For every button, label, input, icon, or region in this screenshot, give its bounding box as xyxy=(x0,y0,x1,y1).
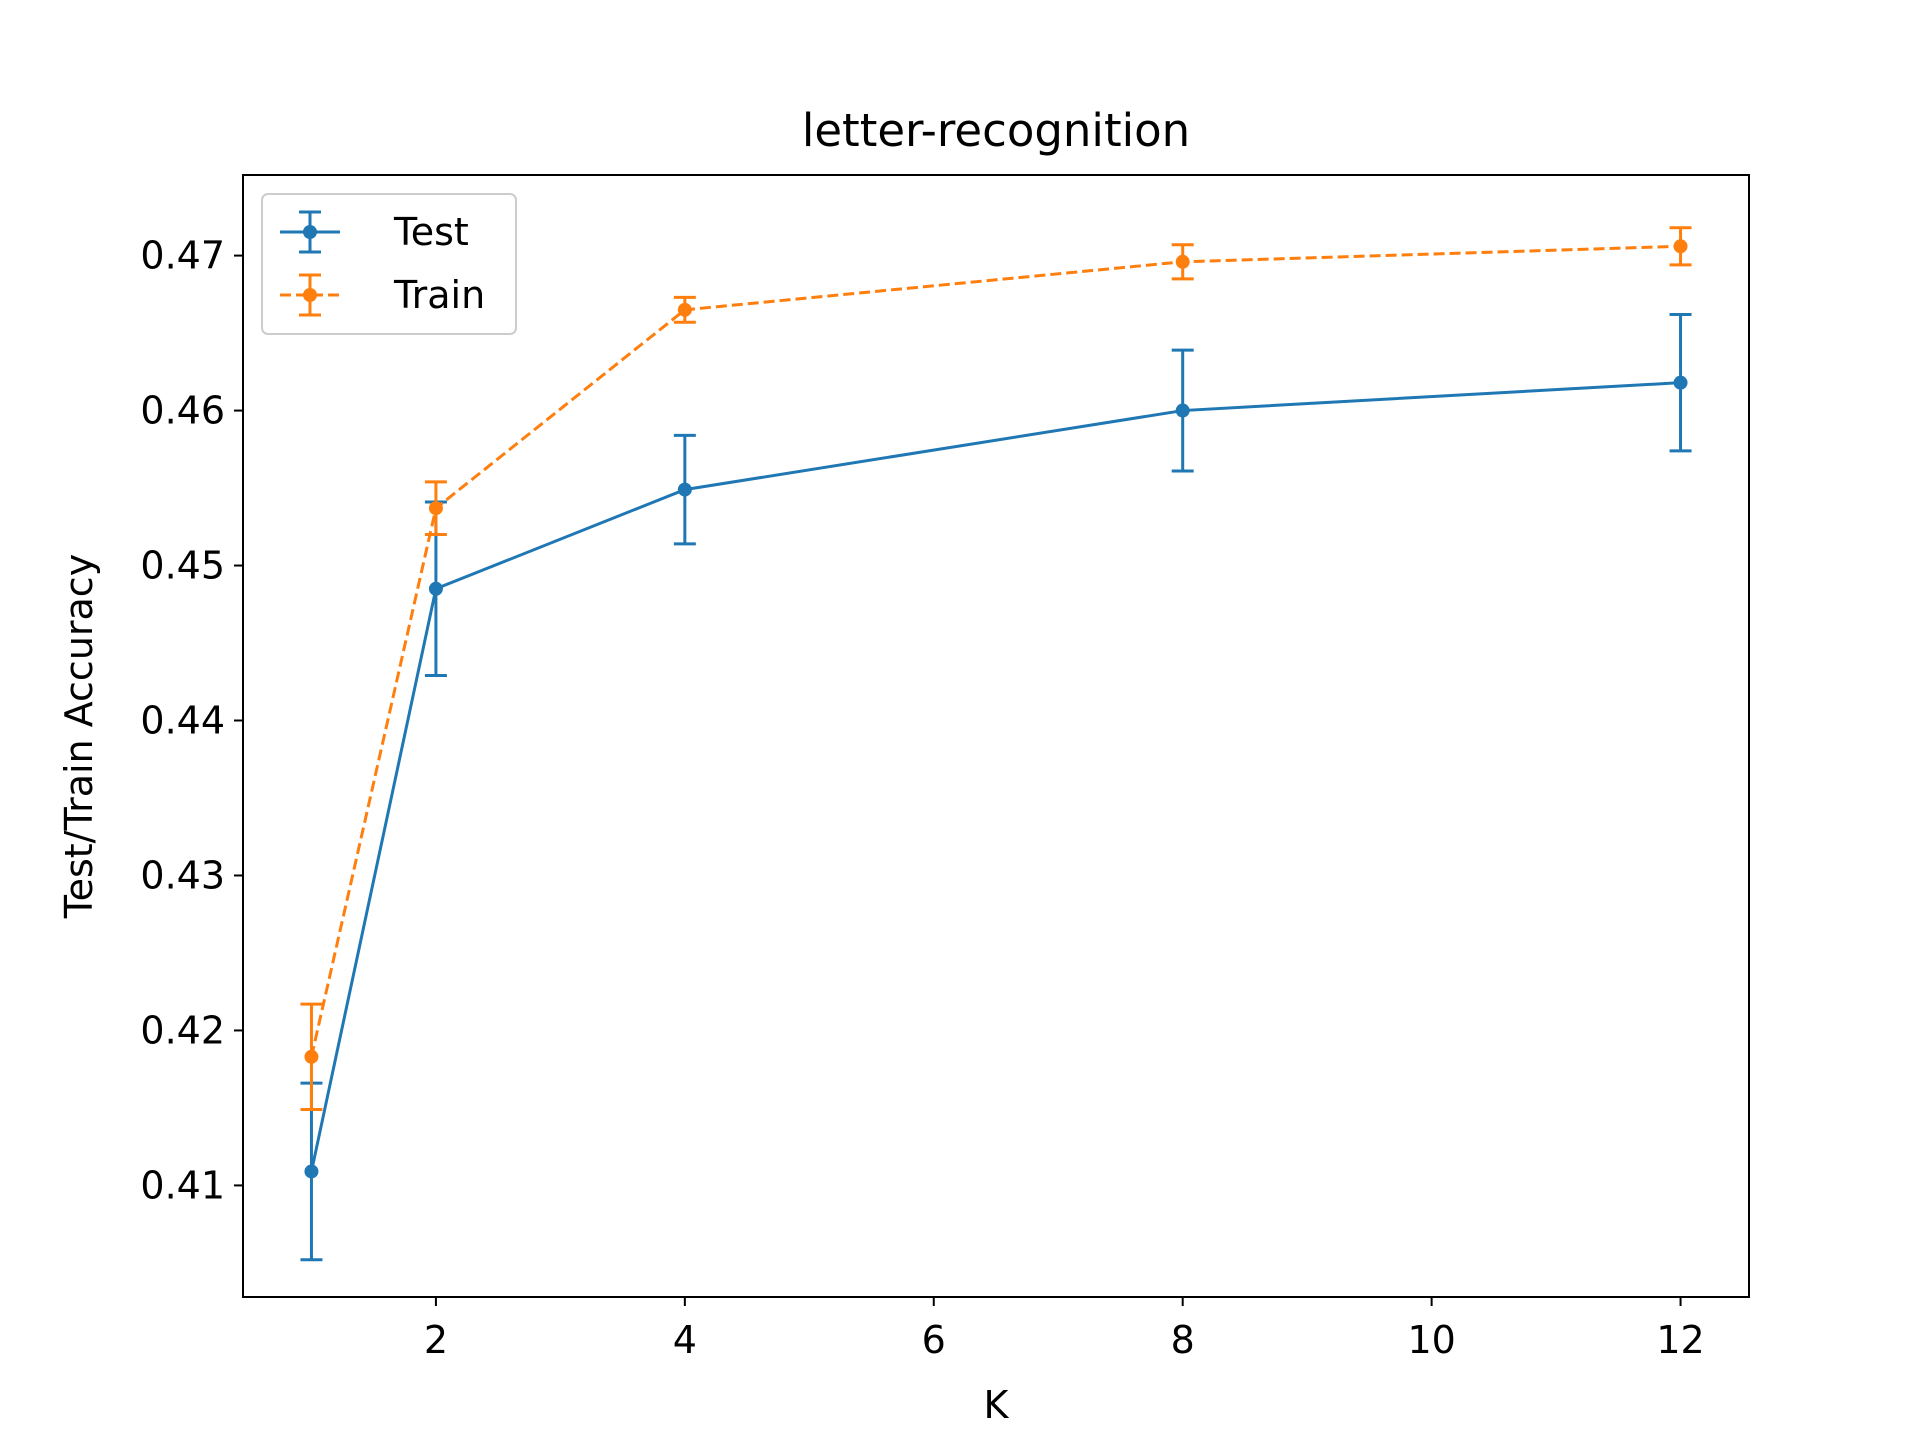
legend-marker-train xyxy=(303,288,317,302)
x-tick-label: 8 xyxy=(1171,1318,1195,1362)
legend-box xyxy=(261,193,517,335)
data-point-test xyxy=(1673,375,1688,390)
plot-area xyxy=(300,226,1692,1262)
y-tick-label: 0.47 xyxy=(140,234,225,278)
legend: Test Train xyxy=(261,193,517,335)
data-point-train xyxy=(677,302,692,317)
x-tick-label: 4 xyxy=(673,1318,697,1362)
y-tick-label: 0.46 xyxy=(140,389,225,433)
y-tick-label: 0.43 xyxy=(140,853,225,897)
x-tick-label: 6 xyxy=(922,1318,946,1362)
y-tick-label: 0.44 xyxy=(140,699,225,743)
x-tick-label: 12 xyxy=(1656,1318,1704,1362)
data-point-train xyxy=(1175,254,1190,269)
x-axis-label: K xyxy=(984,1383,1010,1427)
x-tick-label: 10 xyxy=(1407,1318,1455,1362)
legend-label-train: Train xyxy=(393,273,485,317)
plot-frame xyxy=(242,174,1750,1298)
data-point-test xyxy=(1175,403,1190,418)
series-test xyxy=(300,312,1692,1262)
y-axis-label: Test/Train Accuracy xyxy=(57,554,101,919)
y-tick-label: 0.42 xyxy=(140,1008,225,1052)
data-point-train xyxy=(1673,239,1688,254)
data-point-test xyxy=(304,1164,319,1179)
data-point-test xyxy=(428,581,443,596)
y-tick-label: 0.41 xyxy=(140,1163,225,1207)
series-train xyxy=(300,226,1692,1111)
data-point-train xyxy=(304,1049,319,1064)
legend-label-test: Test xyxy=(393,210,469,254)
y-axis: 0.41 0.42 0.43 0.44 0.45 0.46 0.47 xyxy=(140,234,243,1207)
x-tick-label: 2 xyxy=(424,1318,448,1362)
legend-marker-test xyxy=(303,225,317,239)
data-point-train xyxy=(428,501,443,516)
data-point-test xyxy=(677,482,692,497)
x-axis: 2 4 6 8 10 12 xyxy=(424,1297,1705,1362)
y-tick-label: 0.45 xyxy=(140,544,225,588)
chart-title: letter-recognition xyxy=(802,104,1190,157)
